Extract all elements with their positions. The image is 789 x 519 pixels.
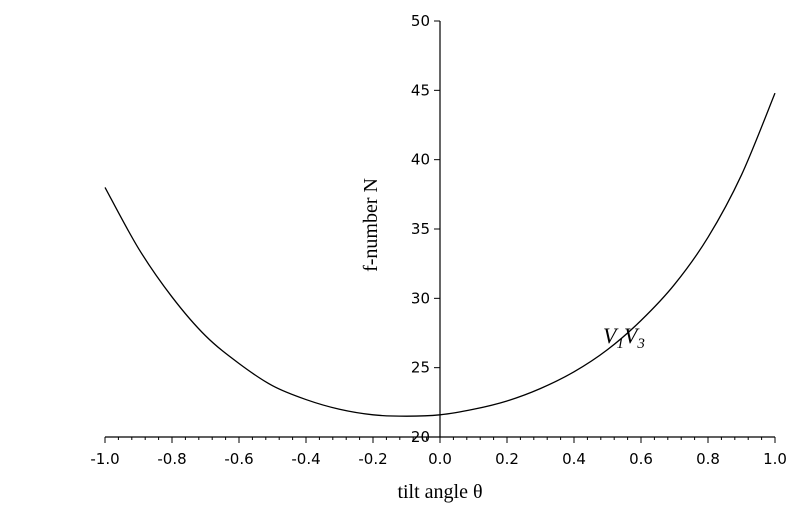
y-tick-label: 40 xyxy=(411,151,430,169)
x-tick-label: 0.2 xyxy=(495,450,519,468)
x-tick-label: 0.4 xyxy=(562,450,586,468)
x-tick-label: -0.4 xyxy=(291,450,320,468)
series-line-v1v3 xyxy=(104,92,776,417)
x-axis-label: tilt angle θ xyxy=(397,481,482,503)
x-tick-label: 0.6 xyxy=(629,450,653,468)
x-tick-label: -0.8 xyxy=(157,450,186,468)
x-tick-label: -0.2 xyxy=(358,450,387,468)
x-tick-label: 1.0 xyxy=(763,450,787,468)
y-tick-label: 30 xyxy=(411,289,430,307)
series-label-v1v3: V1V3 xyxy=(603,323,645,352)
y-tick-label: 45 xyxy=(411,81,430,99)
x-tick-label: 0.0 xyxy=(428,450,452,468)
y-tick-label: 50 xyxy=(411,12,430,30)
x-tick-label: -0.6 xyxy=(224,450,253,468)
x-axis: -1.0 -0.8 -0.6 -0.4 -0.2 0.0 0.2 0.4 0.6 0.8 1.0 xyxy=(90,436,787,468)
y-tick-label: 25 xyxy=(411,359,430,377)
y-axis-label: f-number N xyxy=(360,178,382,272)
x-tick-label: -1.0 xyxy=(90,450,119,468)
series-group xyxy=(104,92,776,417)
y-tick-label: 20 xyxy=(411,428,430,446)
y-axis: 20 25 30 35 40 45 50 xyxy=(411,12,441,446)
y-tick-label: 35 xyxy=(411,220,430,238)
x-tick-label: 0.8 xyxy=(696,450,720,468)
